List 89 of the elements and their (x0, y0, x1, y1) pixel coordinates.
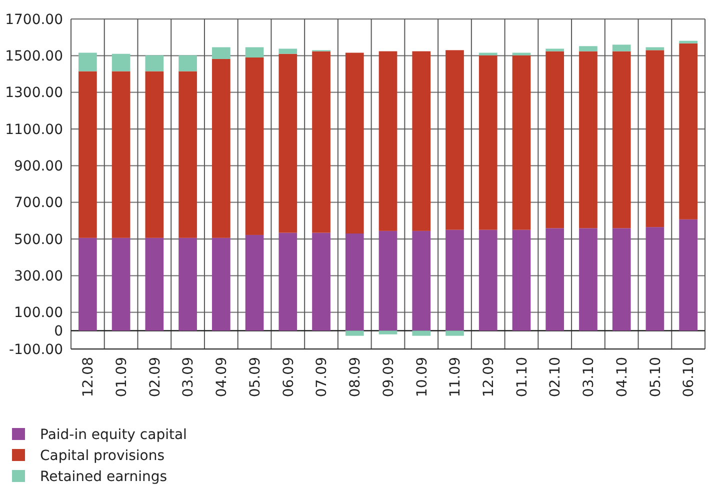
bar (378, 330, 398, 334)
bar (112, 54, 130, 72)
bar (178, 238, 197, 331)
x-tick-label: 02.10 (548, 357, 564, 398)
bar (446, 230, 464, 331)
legend-label: Retained earnings (40, 468, 168, 485)
bar (312, 51, 330, 233)
bar (546, 228, 564, 331)
bar (178, 71, 197, 238)
bar (78, 238, 97, 331)
bar (612, 51, 631, 228)
x-tick-label: 04.09 (214, 357, 230, 398)
y-tick-label: 1300.00 (5, 85, 63, 102)
y-tick-label: 1100.00 (5, 122, 63, 138)
y-tick-label: -100.00 (8, 342, 63, 358)
x-tick-label: 06.10 (681, 357, 698, 398)
bar (345, 234, 364, 331)
x-tick-label: 12.09 (481, 357, 498, 398)
x-tick-label: 06.09 (280, 357, 297, 398)
bar (612, 44, 631, 52)
y-tick-label: 100.00 (14, 305, 63, 322)
bar (646, 47, 664, 50)
x-tick-label: 09.09 (380, 357, 397, 398)
x-tick-label: 04.10 (614, 357, 630, 398)
bar (378, 230, 398, 331)
legend-label: Capital provisions (40, 448, 165, 464)
bar (546, 48, 564, 52)
bar (245, 47, 264, 58)
x-tick-label: 10.09 (414, 357, 430, 398)
x-tick-label: 07.09 (314, 357, 330, 398)
x-tick-label: 01.09 (114, 357, 130, 398)
bar (579, 46, 598, 52)
bar (446, 330, 464, 336)
x-tick-label: 03.10 (581, 357, 598, 398)
bar (278, 232, 298, 331)
x-tick-label: 05.09 (247, 357, 264, 398)
y-tick-label: 0 (54, 324, 63, 340)
x-tick-label: 11.09 (448, 357, 464, 398)
y-tick-label: 1700.00 (5, 12, 63, 28)
bar (546, 51, 564, 228)
bar (679, 43, 698, 220)
x-tick-label: 03.09 (180, 357, 197, 398)
bar (612, 228, 631, 331)
bar (345, 52, 364, 234)
x-tick-label: 05.10 (648, 357, 664, 398)
bar (245, 58, 264, 235)
bar (478, 52, 498, 56)
bar (679, 40, 698, 44)
bar (145, 71, 164, 238)
y-tick-label: 300.00 (14, 268, 63, 285)
bar (412, 51, 431, 231)
y-tick-label: 500.00 (14, 232, 63, 248)
bar (646, 227, 664, 331)
x-tick-label: 12.08 (80, 357, 97, 398)
bar (212, 47, 230, 59)
bar (278, 48, 298, 54)
bar (412, 230, 431, 331)
y-tick-label: 1500.00 (5, 48, 63, 65)
bar (579, 51, 598, 228)
bar (245, 234, 264, 331)
bar (512, 52, 531, 56)
bar (345, 330, 364, 336)
bar (312, 232, 330, 331)
bar (478, 230, 498, 331)
bar (278, 54, 298, 233)
x-tick-label: 02.09 (147, 357, 164, 398)
y-tick-label: 900.00 (14, 158, 63, 175)
bar (378, 51, 398, 231)
bar (78, 52, 97, 72)
bar (478, 55, 498, 230)
x-tick-label: 01.10 (514, 357, 530, 398)
bar (512, 55, 531, 230)
bar (112, 238, 130, 331)
bar (112, 71, 130, 238)
bar (145, 238, 164, 331)
bar (212, 238, 230, 331)
bar (78, 71, 97, 238)
bar (412, 330, 431, 336)
y-tick-label: 700.00 (14, 195, 63, 212)
bar (446, 50, 464, 230)
x-tick-label: 08.09 (348, 357, 364, 398)
bar (178, 55, 197, 72)
bar (579, 228, 598, 331)
bar (145, 55, 164, 72)
bar (646, 50, 664, 228)
legend-label: Paid-in equity capital (40, 426, 187, 443)
bar (512, 230, 531, 331)
bar (212, 58, 230, 238)
bar (679, 219, 698, 331)
